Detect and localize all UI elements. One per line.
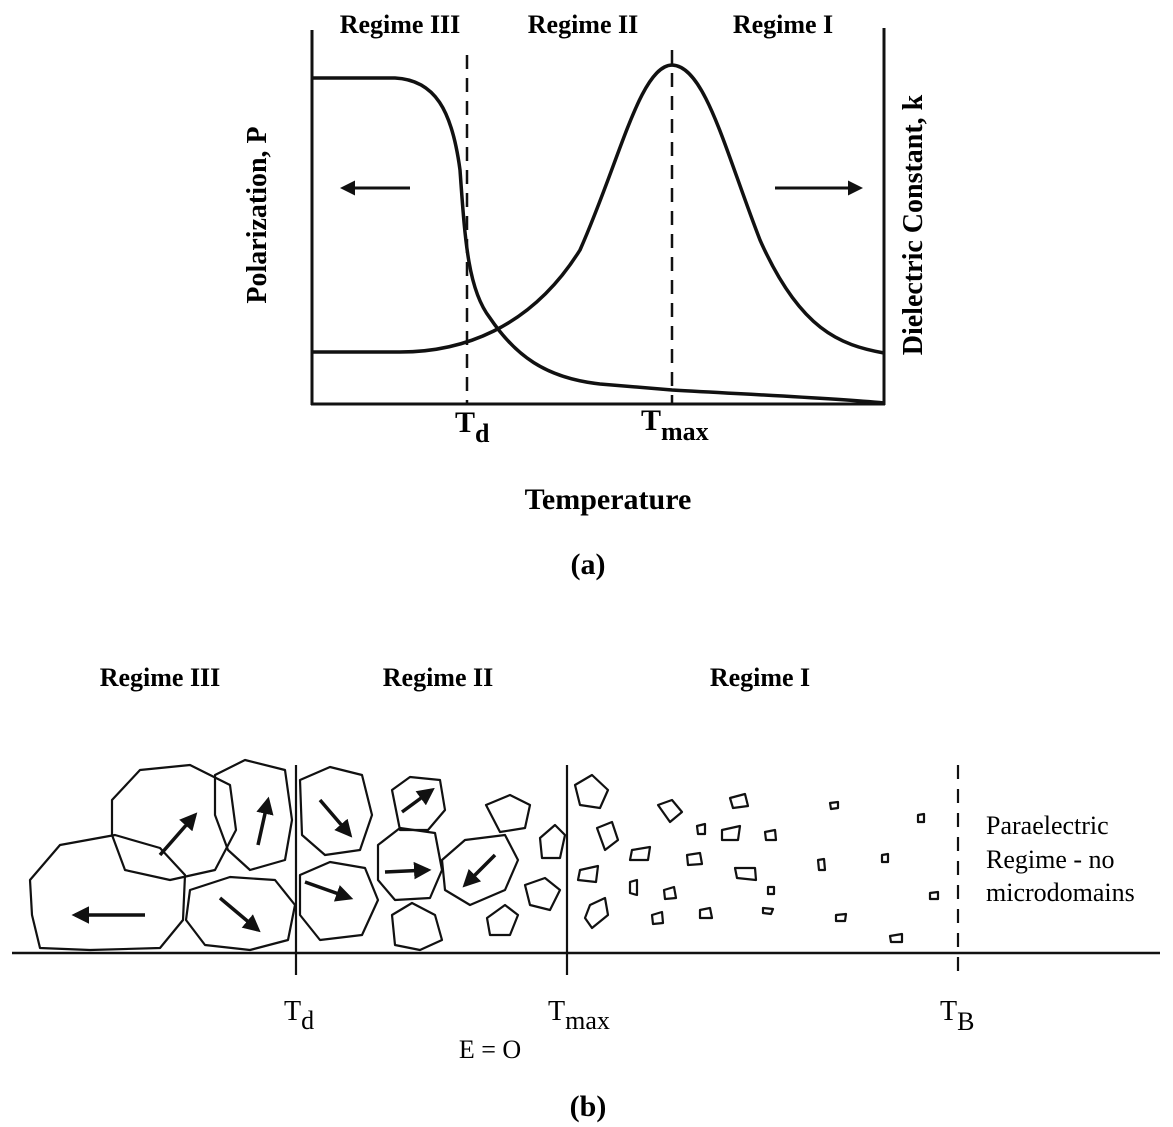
domains <box>28 758 940 952</box>
note-line: microdomains <box>986 878 1135 907</box>
x-label: Temperature <box>525 483 692 516</box>
marker-sub: d <box>301 1006 314 1035</box>
y-label-right: Dielectric Constant, k <box>898 94 929 355</box>
panel-a: Regime III Regime II Regime I Polarizati… <box>242 10 929 581</box>
y-label-left: Polarization, P <box>242 126 273 303</box>
marker-main: T <box>548 996 565 1027</box>
marker-main: T <box>455 406 475 439</box>
marker-label: Tmax <box>548 996 610 1035</box>
marker-sub: max <box>565 1006 610 1035</box>
marker-sub: B <box>957 1007 974 1036</box>
dielectric-curve <box>312 63 885 355</box>
marker-label: TB <box>940 996 974 1036</box>
note-line: Paraelectric <box>986 811 1109 840</box>
regime-label: Regime I <box>733 10 833 39</box>
caption: (b) <box>570 1090 607 1123</box>
marker-label: Tmax <box>641 404 709 446</box>
marker-main: T <box>940 996 957 1027</box>
dipole-arrows <box>71 787 497 933</box>
marker-label: Td <box>455 406 490 448</box>
marker-sub: d <box>475 419 490 448</box>
regime-label: Regime III <box>100 663 221 692</box>
field-label: E = O <box>459 1035 521 1064</box>
caption: (a) <box>571 548 606 581</box>
regime-label: Regime I <box>710 663 810 692</box>
marker-label: Td <box>284 996 314 1035</box>
regime-label: Regime II <box>528 10 638 39</box>
marker-main: T <box>284 996 301 1027</box>
polarization-curve <box>312 76 885 405</box>
marker-main: T <box>641 404 661 437</box>
marker-sub: max <box>661 417 709 446</box>
regime-label: Regime III <box>340 10 461 39</box>
note-line: Regime - no <box>986 845 1115 874</box>
regime-label: Regime II <box>383 663 493 692</box>
panel-b: Regime III Regime II Regime I <box>12 663 1160 1123</box>
